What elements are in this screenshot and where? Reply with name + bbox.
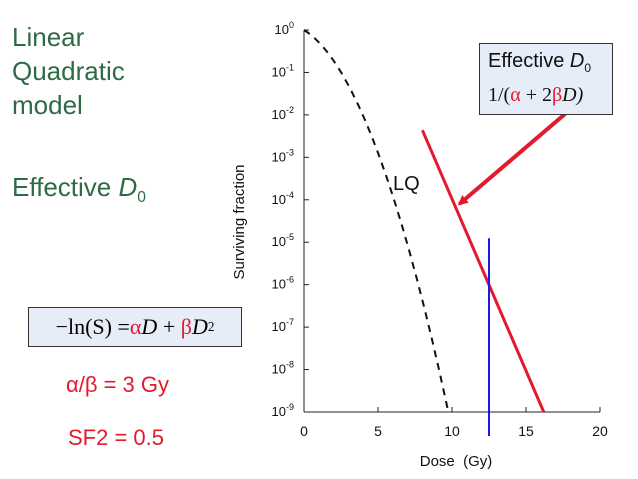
eq-sup: 2 — [207, 319, 215, 334]
callout-prefix: 1/( — [488, 84, 511, 106]
y-tick-label: 10-4 — [272, 190, 294, 207]
lq-curve — [303, 29, 449, 409]
slide-title: Linear Quadratic model — [12, 20, 125, 122]
effective-d0-label: Effective D0 — [12, 172, 146, 207]
alpha-beta-ratio: α/β = 3 Gy — [66, 372, 170, 397]
y-tick-label: 10-6 — [272, 275, 294, 292]
y-tick-label: 10-2 — [272, 105, 294, 122]
callout-text: Effective — [488, 50, 570, 72]
x-tick-label: 20 — [592, 423, 608, 439]
y-axis-label: Surviving fraction — [231, 164, 248, 279]
y-tick-label: 10-8 — [272, 360, 294, 377]
sf2-value: SF2 = 0.5 — [68, 425, 165, 450]
eq-d2: D — [191, 314, 208, 339]
y-tick-label: 10-5 — [272, 232, 294, 249]
x-tick-label: 0 — [300, 423, 308, 439]
x-axis-label: Dose (Gy) — [420, 453, 493, 470]
title-line-3: model — [12, 90, 83, 120]
x-tick-label: 10 — [444, 423, 460, 439]
x-tick-label: 5 — [374, 423, 382, 439]
eq-d1: D — [141, 314, 158, 339]
callout-formula: 1/(α + 2βD) — [488, 84, 583, 107]
title-line-1: Linear — [12, 22, 85, 52]
y-tick-label: 10-9 — [272, 402, 294, 419]
callout-beta: β — [551, 84, 563, 106]
y-tick-label: 10-7 — [272, 317, 294, 334]
title-line-2: Quadratic — [12, 56, 125, 86]
tangent-line — [421, 129, 546, 413]
x-tick-label: 15 — [518, 423, 534, 439]
y-tick-label: 10-3 — [272, 147, 294, 164]
effective-sub: 0 — [137, 189, 146, 207]
effective-var: D — [118, 172, 138, 202]
callout-mid: + 2 — [520, 84, 552, 106]
y-tick-label: 10-1 — [272, 62, 294, 79]
eq-beta: β — [180, 314, 192, 339]
callout-alpha: α — [510, 84, 521, 106]
eq-plus: + — [157, 314, 181, 339]
y-tick-label: 100 — [275, 20, 294, 37]
callout-arrow — [457, 112, 567, 206]
effective-d0-callout: Effective D0 1/(α + 2βD) — [479, 43, 613, 115]
eq-lhs: −ln(S) = — [55, 314, 130, 339]
eq-alpha: α — [129, 314, 142, 339]
callout-suffix: D) — [562, 84, 584, 106]
effective-text: Effective — [12, 172, 119, 202]
callout-var: D — [569, 50, 585, 72]
callout-line-1: Effective D0 — [488, 50, 591, 75]
lq-annotation: LQ — [393, 173, 420, 195]
callout-sub: 0 — [584, 61, 592, 75]
